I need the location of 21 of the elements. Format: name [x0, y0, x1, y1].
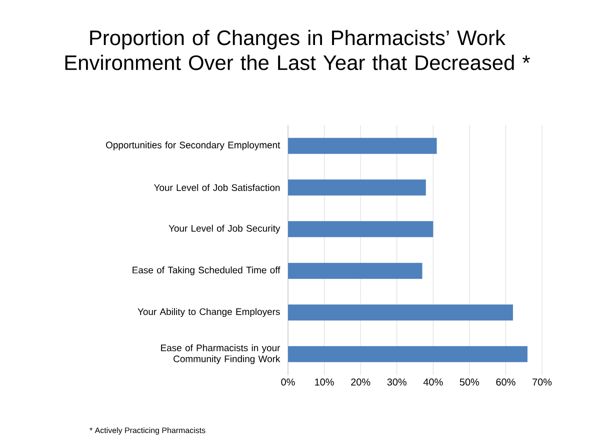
- y-tick-label: Your Level of Job Satisfaction: [154, 184, 280, 191]
- x-tick-label: 20%: [351, 378, 370, 386]
- x-tick-label: 40%: [423, 378, 443, 386]
- y-tick-label: Opportunities for Secondary Employment: [106, 141, 280, 150]
- x-tick-label: 30%: [387, 378, 406, 386]
- x-tick-label: 60%: [496, 378, 516, 386]
- bar: [288, 346, 528, 362]
- bar: [288, 138, 437, 154]
- x-tick-label: 10%: [315, 378, 334, 386]
- bar: [288, 221, 434, 238]
- y-tick-label: Your Ability to Change Employers: [138, 308, 280, 317]
- y-tick-label: Ease of Taking Scheduled Time off: [132, 266, 280, 276]
- bar: [288, 180, 426, 196]
- bar: [288, 262, 422, 279]
- chart-title: Proportion of Changes in Pharmacists’ Work Environment Over the Last Year that Decreased *: [65, 30, 530, 70]
- x-tick-label: 0%: [281, 378, 295, 386]
- x-tick-label: 70%: [532, 378, 552, 386]
- bar: [288, 304, 513, 321]
- y-tick-label: Your Level of Job Security: [168, 224, 280, 234]
- x-tick-label: 50%: [460, 378, 480, 386]
- y-tick-label: Ease of Pharmacists in your Community Finding Work: [161, 344, 280, 364]
